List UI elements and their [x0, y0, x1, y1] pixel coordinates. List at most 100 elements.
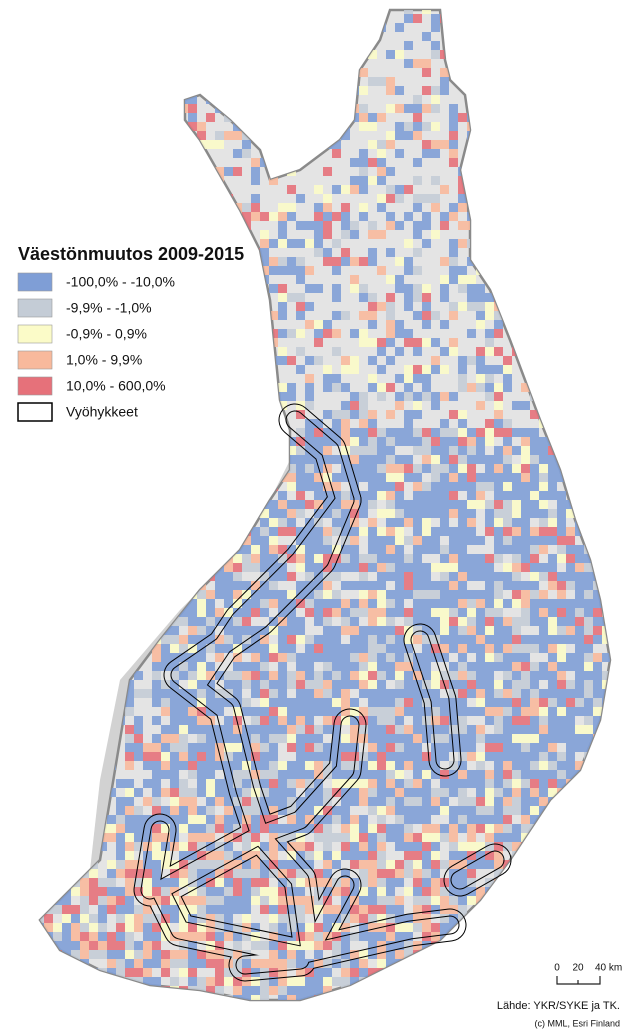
- grid-cell: [332, 266, 341, 275]
- grid-cell: [143, 923, 152, 932]
- grid-cell: [575, 734, 584, 743]
- grid-cell: [530, 14, 539, 23]
- grid-cell: [368, 626, 377, 635]
- grid-cell: [611, 545, 620, 554]
- grid-cell: [314, 599, 323, 608]
- grid-cell: [188, 392, 197, 401]
- grid-cell: [197, 635, 206, 644]
- grid-cell: [449, 977, 458, 986]
- grid-cell: [539, 284, 548, 293]
- grid-cell: [521, 599, 530, 608]
- grid-cell: [476, 797, 485, 806]
- grid-cell: [386, 662, 395, 671]
- grid-cell: [40, 32, 44, 41]
- grid-cell: [224, 905, 233, 914]
- grid-cell: [377, 644, 386, 653]
- grid-cell: [40, 104, 44, 113]
- grid-cell: [611, 23, 620, 32]
- grid-cell: [404, 59, 413, 68]
- grid-cell: [431, 878, 440, 887]
- grid-cell: [179, 419, 188, 428]
- grid-cell: [269, 77, 278, 86]
- grid-cell: [125, 626, 134, 635]
- grid-cell: [611, 599, 620, 608]
- grid-cell: [548, 77, 557, 86]
- grid-cell: [593, 599, 602, 608]
- grid-cell: [377, 653, 386, 662]
- grid-cell: [368, 248, 377, 257]
- grid-cell: [134, 959, 143, 968]
- grid-cell: [71, 464, 80, 473]
- grid-cell: [251, 374, 260, 383]
- grid-cell: [251, 725, 260, 734]
- grid-cell: [170, 509, 179, 518]
- grid-cell: [440, 617, 449, 626]
- grid-cell: [395, 698, 404, 707]
- grid-cell: [404, 212, 413, 221]
- grid-cell: [233, 95, 242, 104]
- grid-cell: [368, 887, 377, 896]
- grid-cell: [440, 545, 449, 554]
- grid-cell: [179, 743, 188, 752]
- grid-cell: [260, 545, 269, 554]
- grid-cell: [40, 518, 44, 527]
- grid-cell: [431, 563, 440, 572]
- grid-cell: [215, 41, 224, 50]
- grid-cell: [44, 689, 53, 698]
- grid-cell: [413, 131, 422, 140]
- grid-cell: [494, 797, 503, 806]
- grid-cell: [386, 437, 395, 446]
- grid-cell: [593, 941, 602, 950]
- grid-cell: [566, 626, 575, 635]
- grid-cell: [350, 644, 359, 653]
- grid-cell: [305, 95, 314, 104]
- grid-cell: [584, 653, 593, 662]
- grid-cell: [170, 653, 179, 662]
- grid-cell: [179, 797, 188, 806]
- grid-cell: [71, 635, 80, 644]
- grid-cell: [395, 743, 404, 752]
- grid-cell: [62, 716, 71, 725]
- grid-cell: [269, 311, 278, 320]
- grid-cell: [62, 428, 71, 437]
- grid-cell: [107, 968, 116, 977]
- grid-cell: [80, 752, 89, 761]
- grid-cell: [98, 671, 107, 680]
- grid-cell: [359, 446, 368, 455]
- grid-cell: [71, 860, 80, 869]
- grid-cell: [566, 23, 575, 32]
- grid-cell: [53, 563, 62, 572]
- grid-cell: [161, 572, 170, 581]
- grid-cell: [332, 374, 341, 383]
- grid-cell: [215, 131, 224, 140]
- grid-cell: [368, 842, 377, 851]
- grid-cell: [152, 419, 161, 428]
- grid-cell: [521, 284, 530, 293]
- grid-cell: [287, 716, 296, 725]
- grid-cell: [575, 698, 584, 707]
- grid-cell: [287, 770, 296, 779]
- grid-cell: [539, 545, 548, 554]
- grid-cell: [296, 734, 305, 743]
- grid-cell: [467, 743, 476, 752]
- grid-cell: [143, 122, 152, 131]
- grid-cell: [40, 977, 44, 986]
- grid-cell: [233, 896, 242, 905]
- grid-cell: [368, 158, 377, 167]
- grid-cell: [89, 203, 98, 212]
- grid-cell: [431, 995, 440, 1000]
- grid-cell: [557, 986, 566, 995]
- grid-cell: [476, 986, 485, 995]
- grid-cell: [404, 797, 413, 806]
- grid-cell: [548, 986, 557, 995]
- grid-cell: [215, 995, 224, 1000]
- grid-cell: [206, 428, 215, 437]
- grid-cell: [98, 581, 107, 590]
- grid-cell: [584, 671, 593, 680]
- grid-cell: [593, 491, 602, 500]
- grid-cell: [125, 194, 134, 203]
- grid-cell: [512, 977, 521, 986]
- grid-cell: [125, 68, 134, 77]
- grid-cell: [530, 545, 539, 554]
- grid-cell: [548, 554, 557, 563]
